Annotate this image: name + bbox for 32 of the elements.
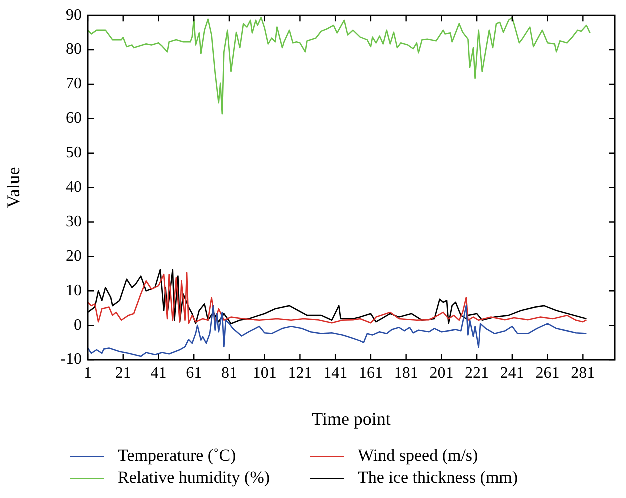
x-tick-label: 161 bbox=[358, 364, 383, 382]
x-tick-label: 81 bbox=[221, 364, 238, 382]
x-tick-label: 241 bbox=[500, 364, 524, 382]
y-tick-label: 0 bbox=[74, 316, 82, 334]
legend-label: Relative humidity (%) bbox=[118, 468, 270, 488]
x-tick-label: 121 bbox=[288, 364, 312, 382]
x-tick-label: 281 bbox=[571, 364, 596, 382]
legend-label: Wind speed (m/s) bbox=[358, 446, 478, 466]
x-tick-label: 61 bbox=[186, 364, 202, 382]
x-tick-label: 221 bbox=[465, 364, 490, 382]
legend-label: Temperature (˚C) bbox=[118, 446, 236, 466]
legend-label: The ice thickness (mm) bbox=[358, 468, 518, 488]
y-tick-label: 40 bbox=[66, 179, 82, 196]
y-tick-label: 20 bbox=[66, 248, 82, 265]
x-axis-title: Time point bbox=[312, 408, 391, 429]
y-tick-label: 60 bbox=[66, 110, 82, 128]
x-tick-label: 181 bbox=[394, 364, 418, 382]
y-tick-label: 80 bbox=[66, 41, 82, 58]
y-tick-label: 70 bbox=[66, 76, 82, 93]
x-tick-label: 21 bbox=[115, 364, 132, 382]
y-tick-label: -10 bbox=[60, 351, 82, 368]
y-axis-title: Value bbox=[4, 167, 24, 208]
x-tick-label: 101 bbox=[252, 364, 277, 382]
x-tick-label: 41 bbox=[150, 364, 167, 382]
x-tick-label: 1 bbox=[84, 364, 92, 382]
x-tick-label: 201 bbox=[430, 364, 454, 382]
y-tick-label: 30 bbox=[66, 213, 82, 230]
y-tick-label: 90 bbox=[66, 6, 82, 24]
x-tick-label: 261 bbox=[536, 364, 560, 382]
y-tick-label: 50 bbox=[66, 144, 82, 162]
y-tick-label: 10 bbox=[66, 282, 82, 300]
x-tick-label: 141 bbox=[324, 364, 348, 382]
